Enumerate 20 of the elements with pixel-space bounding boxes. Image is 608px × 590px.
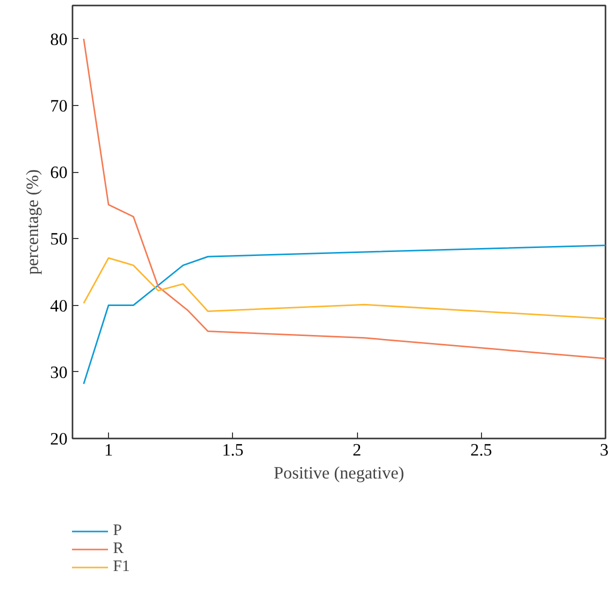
legend-label: F1 xyxy=(113,558,131,576)
x-tick-label: 2.5 xyxy=(470,440,492,460)
y-tick-label: 40 xyxy=(50,296,68,316)
x-axis-title: Positive (negative) xyxy=(274,464,404,482)
y-axis-title: percentage (%) xyxy=(23,169,42,275)
x-tick-label: 3 xyxy=(600,440,608,460)
x-tick-label: 1.5 xyxy=(222,440,244,460)
x-tick-label: 1 xyxy=(104,440,113,460)
y-tick-label: 70 xyxy=(50,96,68,116)
y-tick-label: 30 xyxy=(50,362,68,382)
y-tick-label: 80 xyxy=(50,30,68,49)
legend-label: R xyxy=(113,540,125,558)
line-series xyxy=(82,38,606,360)
y-tick-label: 20 xyxy=(50,430,68,448)
x-tick-label: 2 xyxy=(352,440,362,460)
line-series xyxy=(82,257,606,320)
line-series xyxy=(82,244,606,385)
y-tick-label: 60 xyxy=(50,163,68,182)
legend-label: P xyxy=(113,522,123,540)
y-tick-label: 50 xyxy=(50,230,68,249)
